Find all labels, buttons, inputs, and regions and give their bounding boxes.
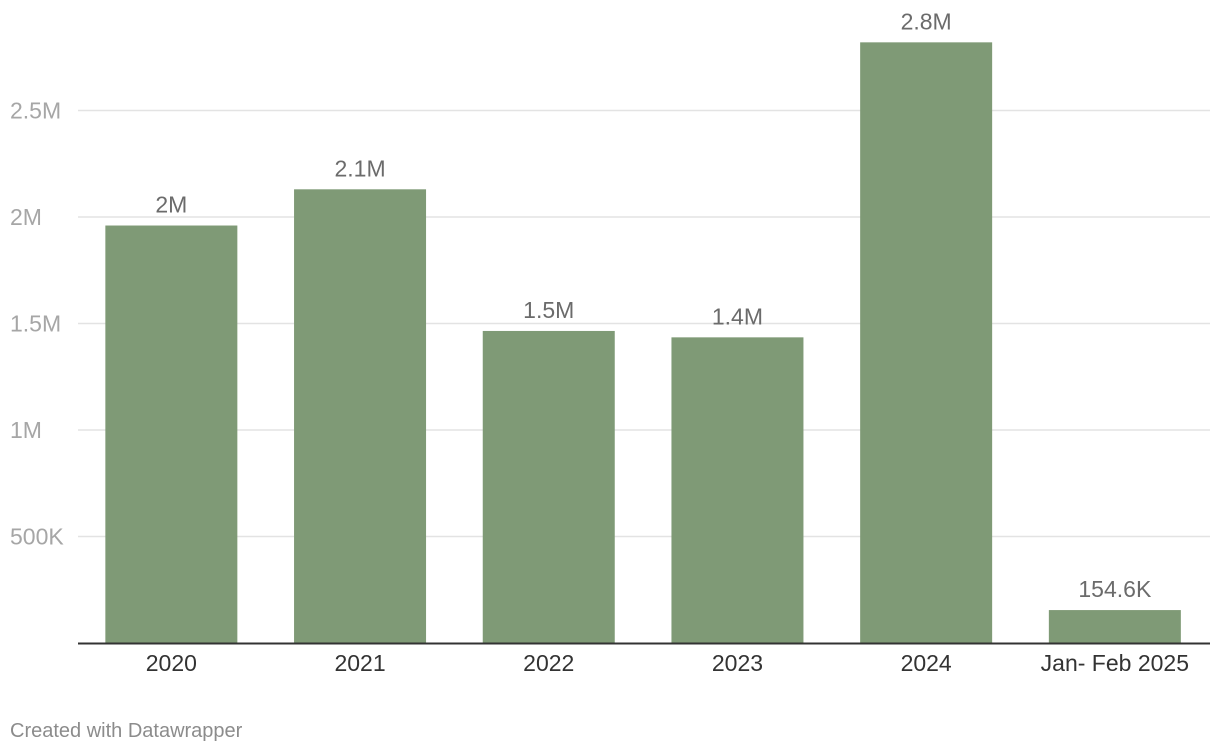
- bar-chart: 500K 1M 1.5M 2M 2.5M 2M 2.1M 1.5M 1.4M 2.8M 154.6…: [10, 8, 1210, 676]
- y-tick-label: 500K: [10, 524, 64, 550]
- bar-value-label: 2M: [155, 192, 187, 218]
- y-tick-label: 1.5M: [10, 311, 61, 337]
- bar-value-label: 1.4M: [712, 303, 763, 329]
- bar-value-label: 2.8M: [901, 8, 952, 34]
- bar-value-label: 154.6K: [1078, 576, 1152, 602]
- datawrapper-credit: Created with Datawrapper: [10, 720, 243, 742]
- bar-value-labels: 2M 2.1M 1.5M 1.4M 2.8M 154.6K: [155, 8, 1152, 602]
- bar-2020: [105, 225, 238, 643]
- bar-jan-feb-2025: [1048, 610, 1181, 643]
- x-axis-tick-labels: 2020 2021 2022 2023 2024 Jan- Feb 2025: [146, 650, 1189, 676]
- y-tick-label: 2.5M: [10, 98, 61, 124]
- bar-2023: [671, 337, 804, 643]
- x-tick-label: 2020: [146, 650, 197, 676]
- y-tick-label: 1M: [10, 417, 42, 443]
- bars: [105, 42, 1181, 643]
- x-tick-label: 2024: [901, 650, 952, 676]
- x-tick-label: 2021: [334, 650, 385, 676]
- x-tick-label: Jan- Feb 2025: [1041, 650, 1189, 676]
- bar-value-label: 2.1M: [334, 155, 385, 181]
- gridlines: [78, 109, 1210, 538]
- y-tick-label: 2M: [10, 204, 42, 230]
- y-axis-tick-labels: 500K 1M 1.5M 2M 2.5M: [10, 98, 64, 550]
- x-tick-label: 2023: [712, 650, 763, 676]
- bar-2021: [294, 189, 427, 643]
- bar-2022: [482, 330, 615, 643]
- x-tick-label: 2022: [523, 650, 574, 676]
- bar-value-label: 1.5M: [523, 297, 574, 323]
- bar-2024: [860, 42, 993, 643]
